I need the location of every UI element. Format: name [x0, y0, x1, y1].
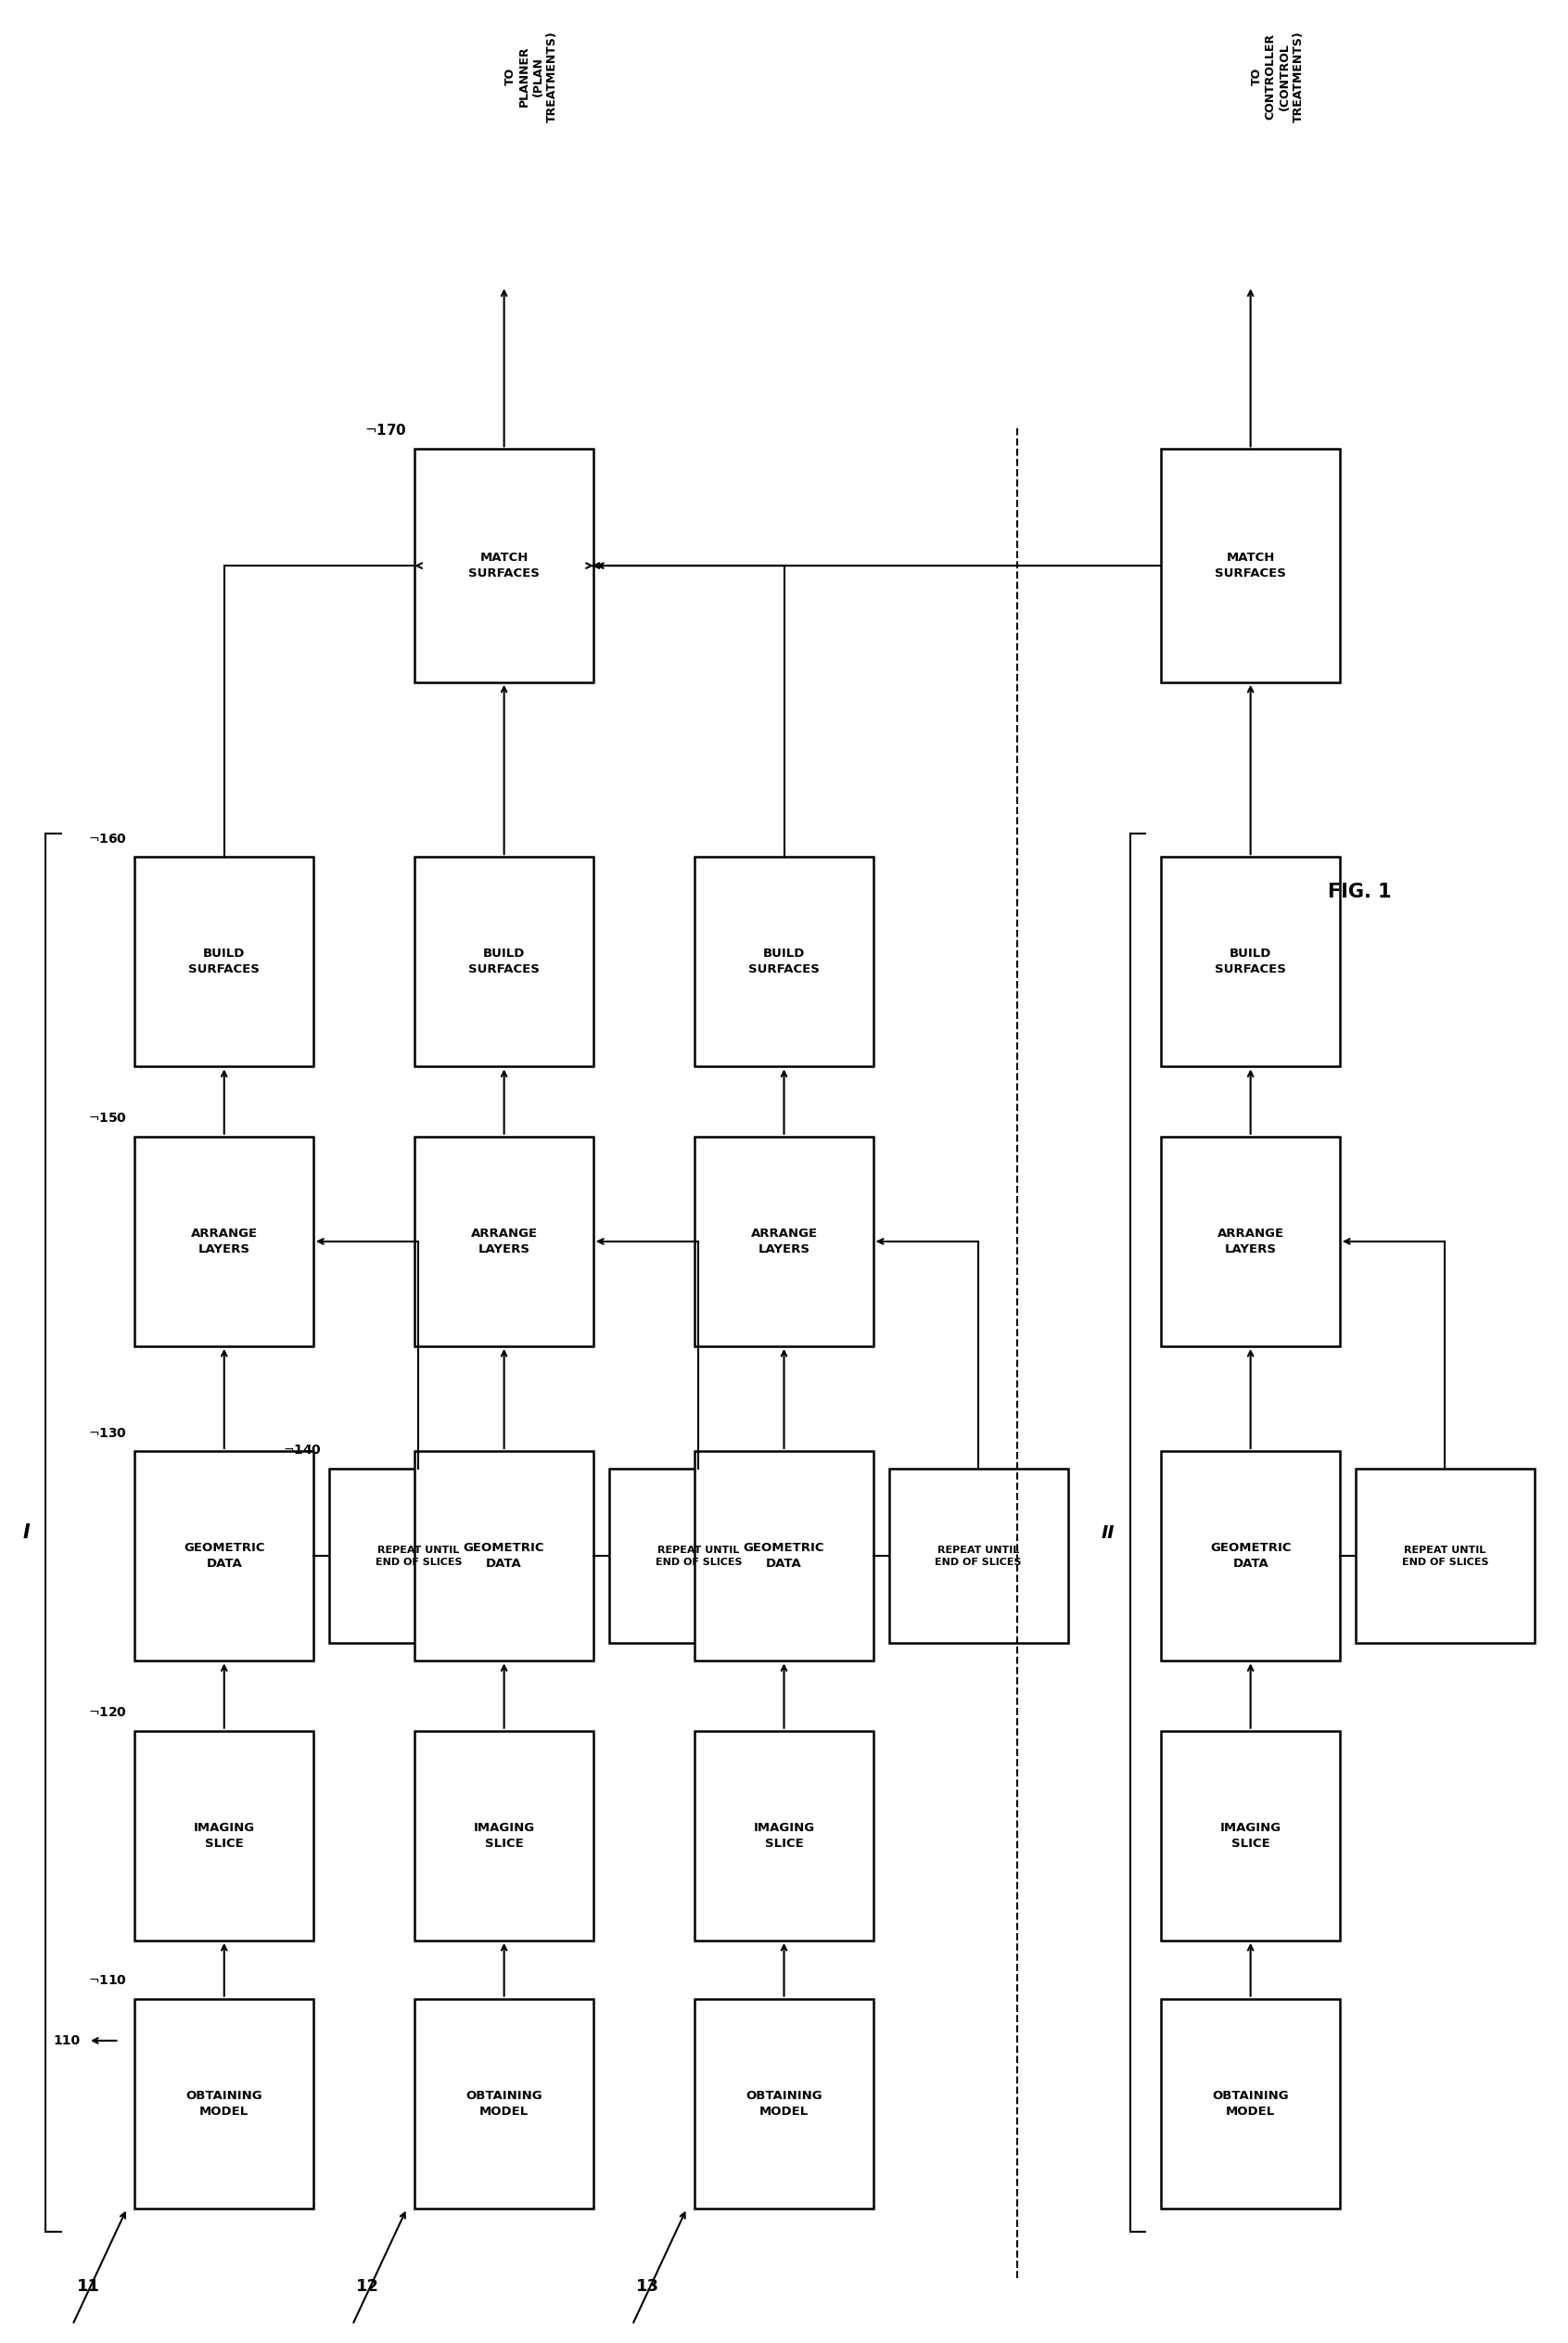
Bar — [414, 858, 594, 1066]
Bar — [414, 1450, 594, 1661]
Text: MATCH
SURFACES: MATCH SURFACES — [1215, 551, 1286, 579]
Bar — [695, 1731, 873, 1940]
Text: ARRANGE
LAYERS: ARRANGE LAYERS — [470, 1228, 538, 1256]
Text: ARRANGE
LAYERS: ARRANGE LAYERS — [1217, 1228, 1284, 1256]
Bar — [414, 1136, 594, 1347]
Text: $\neg$140: $\neg$140 — [282, 1443, 321, 1457]
Text: GEOMETRIC
DATA: GEOMETRIC DATA — [743, 1542, 825, 1570]
Text: IMAGING
SLICE: IMAGING SLICE — [193, 1821, 256, 1849]
Text: OBTAINING
MODEL: OBTAINING MODEL — [187, 2090, 262, 2118]
Text: $\neg$120: $\neg$120 — [88, 1706, 127, 1720]
Text: TO
CONTROLLER
(CONTROL
TREATMENTS): TO CONTROLLER (CONTROL TREATMENTS) — [1251, 30, 1305, 122]
Bar — [414, 1999, 594, 2209]
Bar — [608, 1469, 787, 1642]
Text: REPEAT UNTIL
END OF SLICES: REPEAT UNTIL END OF SLICES — [655, 1546, 742, 1567]
Bar — [135, 1136, 314, 1347]
Text: $\neg$170: $\neg$170 — [364, 422, 406, 438]
Bar — [135, 858, 314, 1066]
Text: BUILD
SURFACES: BUILD SURFACES — [748, 949, 820, 975]
Bar — [1162, 1450, 1341, 1661]
Text: 11: 11 — [77, 2277, 100, 2296]
Bar — [695, 858, 873, 1066]
Text: II: II — [1101, 1523, 1115, 1542]
Text: MATCH
SURFACES: MATCH SURFACES — [469, 551, 539, 579]
Text: $\neg$160: $\neg$160 — [88, 832, 127, 846]
Text: IMAGING
SLICE: IMAGING SLICE — [474, 1821, 535, 1849]
Bar — [414, 1731, 594, 1940]
Text: 12: 12 — [356, 2277, 379, 2296]
Text: REPEAT UNTIL
END OF SLICES: REPEAT UNTIL END OF SLICES — [1402, 1546, 1488, 1567]
Bar — [1162, 858, 1341, 1066]
Text: FIG. 1: FIG. 1 — [1328, 883, 1391, 902]
Text: BUILD
SURFACES: BUILD SURFACES — [1215, 949, 1286, 975]
Text: I: I — [22, 1523, 30, 1542]
Bar — [1355, 1469, 1535, 1642]
Bar — [1162, 1136, 1341, 1347]
Text: IMAGING
SLICE: IMAGING SLICE — [1220, 1821, 1281, 1849]
Text: 13: 13 — [637, 2277, 660, 2296]
Text: BUILD
SURFACES: BUILD SURFACES — [188, 949, 260, 975]
Bar — [1162, 1999, 1341, 2209]
Bar — [135, 1999, 314, 2209]
Bar — [695, 1450, 873, 1661]
Bar — [1162, 450, 1341, 682]
Text: REPEAT UNTIL
END OF SLICES: REPEAT UNTIL END OF SLICES — [935, 1546, 1022, 1567]
Bar — [889, 1469, 1068, 1642]
Text: OBTAINING
MODEL: OBTAINING MODEL — [466, 2090, 543, 2118]
Bar — [329, 1469, 508, 1642]
Bar — [695, 1136, 873, 1347]
Text: OBTAINING
MODEL: OBTAINING MODEL — [746, 2090, 822, 2118]
Bar — [135, 1731, 314, 1940]
Bar — [135, 1450, 314, 1661]
Bar — [414, 450, 594, 682]
Text: IMAGING
SLICE: IMAGING SLICE — [753, 1821, 815, 1849]
Text: ARRANGE
LAYERS: ARRANGE LAYERS — [751, 1228, 817, 1256]
Text: $\neg$150: $\neg$150 — [88, 1113, 127, 1125]
Text: GEOMETRIC
DATA: GEOMETRIC DATA — [1210, 1542, 1290, 1570]
Text: $\neg$130: $\neg$130 — [88, 1427, 127, 1439]
Text: ARRANGE
LAYERS: ARRANGE LAYERS — [191, 1228, 257, 1256]
Bar — [1162, 1731, 1341, 1940]
Text: $\neg$110: $\neg$110 — [88, 1975, 127, 1987]
Text: BUILD
SURFACES: BUILD SURFACES — [469, 949, 539, 975]
Text: GEOMETRIC
DATA: GEOMETRIC DATA — [464, 1542, 544, 1570]
Text: OBTAINING
MODEL: OBTAINING MODEL — [1212, 2090, 1289, 2118]
Bar — [695, 1999, 873, 2209]
Text: GEOMETRIC
DATA: GEOMETRIC DATA — [183, 1542, 265, 1570]
Text: 110: 110 — [53, 2034, 80, 2048]
Text: TO
PLANNER
(PLAN
TREATMENTS): TO PLANNER (PLAN TREATMENTS) — [503, 30, 558, 122]
Text: REPEAT UNTIL
END OF SLICES: REPEAT UNTIL END OF SLICES — [375, 1546, 463, 1567]
